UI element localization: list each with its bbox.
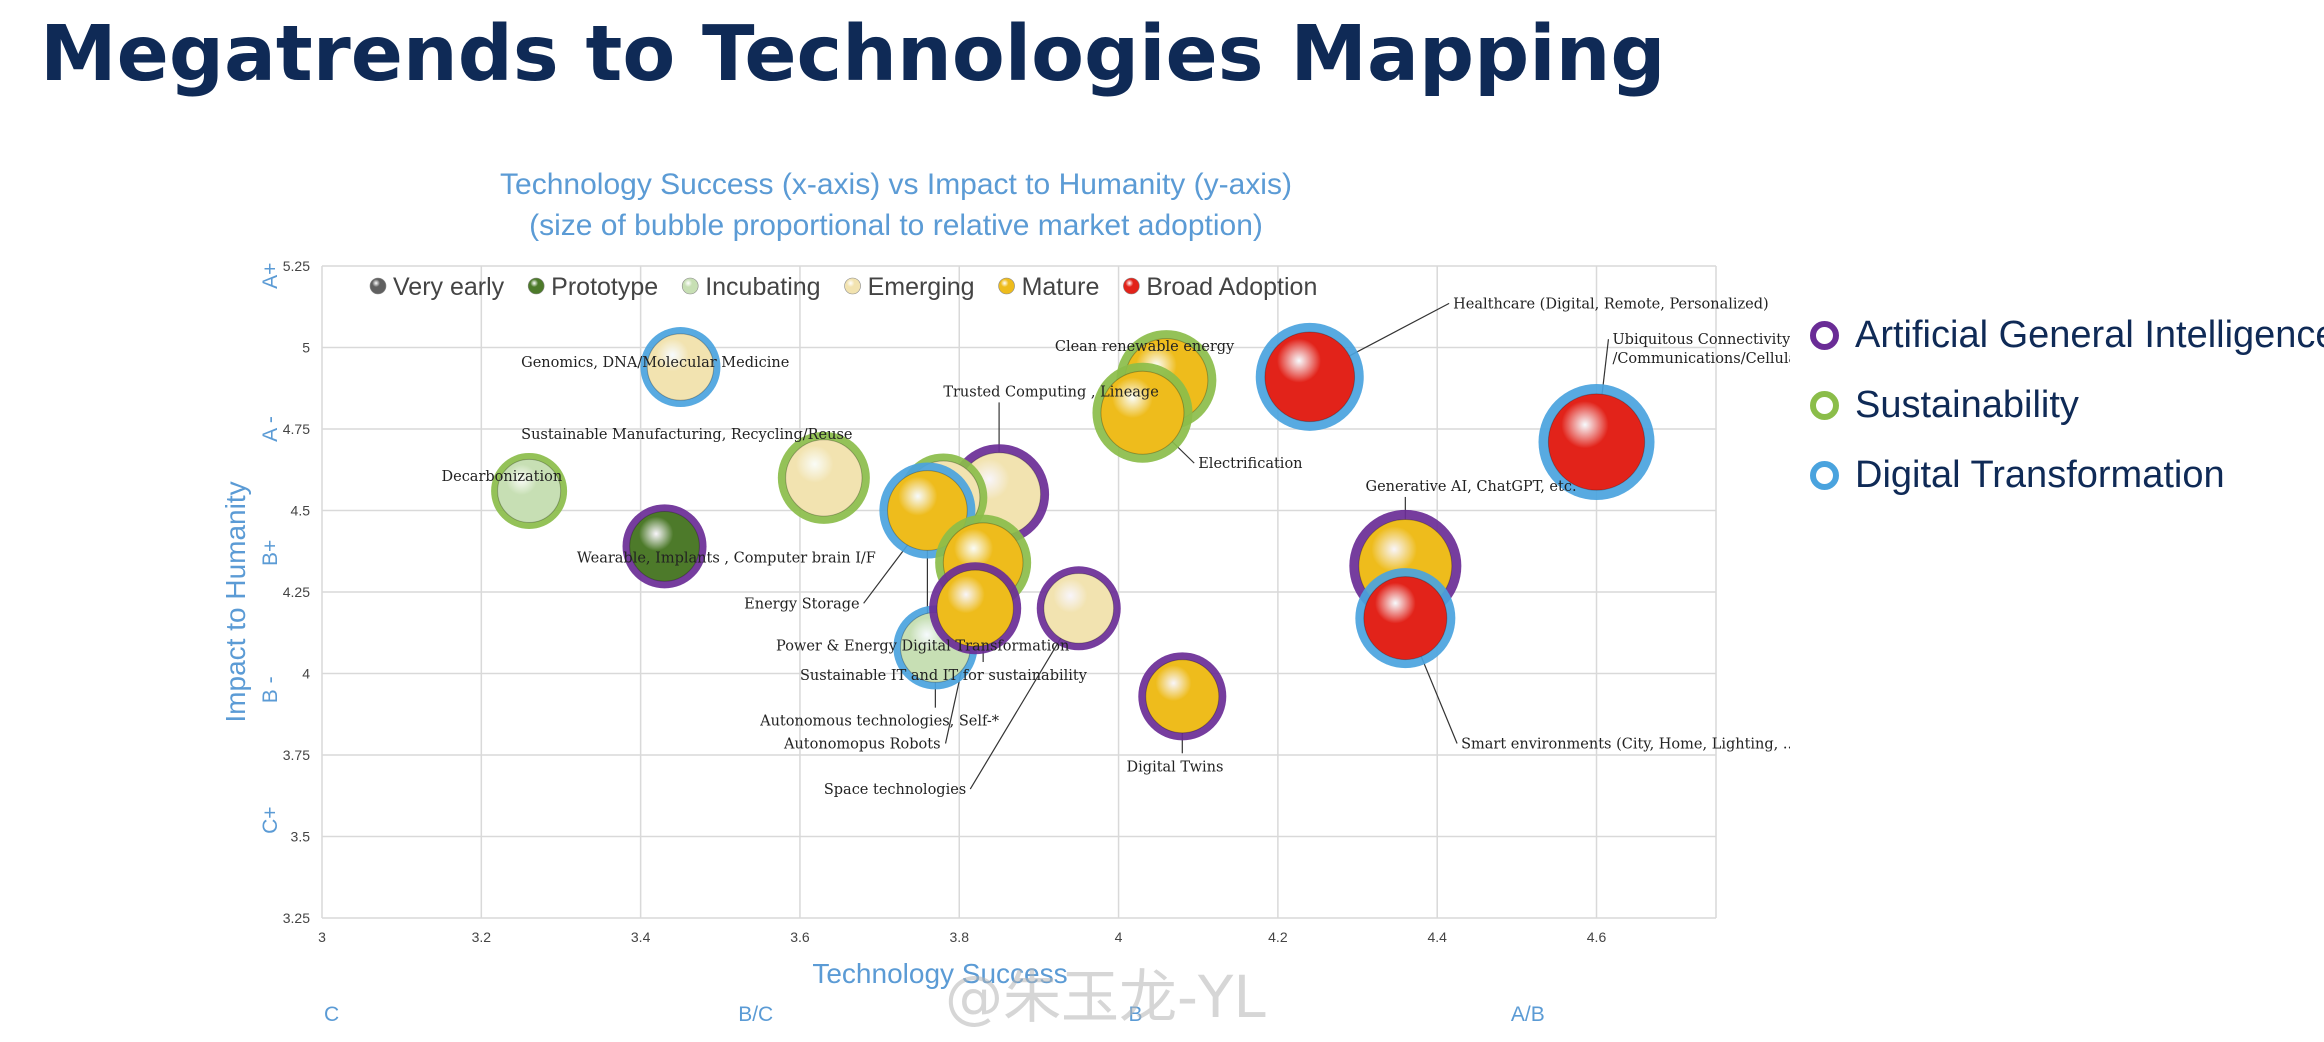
bubble xyxy=(646,333,715,401)
x-tick-label: 4 xyxy=(1115,929,1123,945)
y-grade-label: A+ xyxy=(259,263,282,289)
legend-dot-prototype xyxy=(527,277,545,295)
x-axis-label: Technology Success xyxy=(812,958,1067,989)
page-title: Megatrends to Technologies Mapping xyxy=(40,10,1666,99)
megatrend-legend-label: Digital Transformation xyxy=(1855,453,2225,496)
bubble xyxy=(1547,393,1646,491)
y-tick-label: 4 xyxy=(302,666,310,682)
x-tick-label: 3.4 xyxy=(631,929,651,945)
bubble-label: Sustainable Manufacturing, Recycling/Reu… xyxy=(521,427,852,443)
y-tick-label: 3.25 xyxy=(283,910,310,926)
megatrend-legend: Artificial General Intelligence Sustaina… xyxy=(1810,300,2324,510)
bubble-label: Smart environments (City, Home, Lighting… xyxy=(1461,736,1790,752)
chart-subtitle: (size of bubble proportional to relative… xyxy=(529,209,1263,242)
y-tick-label: 4.5 xyxy=(291,503,311,519)
y-tick-label: 5 xyxy=(302,340,310,356)
x-grade-label: C xyxy=(324,1003,339,1026)
bubbles xyxy=(491,322,1655,741)
bubble xyxy=(887,470,968,551)
axes: 3.25 3.5 3.75 4 4.25 4.5 4.75 5 5.25 3 3.2 3.4 3.6 3.… xyxy=(220,258,1606,1026)
ring-icon xyxy=(1810,390,1839,420)
bubble-label: Trusted Computing , Lineage xyxy=(943,384,1158,400)
legend-label-incubating: Incubating xyxy=(705,273,820,301)
legend-dot-broad xyxy=(1123,277,1140,295)
bubble-labels: Genomics, DNA/Molecular Medicine Sustaina… xyxy=(441,296,1790,798)
legend-label-broad: Broad Adoption xyxy=(1146,273,1317,301)
y-grade-label: C+ xyxy=(259,806,282,833)
y-grade-label: B+ xyxy=(259,540,282,566)
bubble-label: Sustainable IT and IT for sustainability xyxy=(800,668,1088,684)
bubble-label: Generative AI, ChatGPT, etc. xyxy=(1366,479,1577,495)
bubble-label: Energy Storage xyxy=(744,596,859,612)
bubble-label: Digital Twins xyxy=(1127,759,1224,775)
x-tick-label: 4.6 xyxy=(1587,929,1607,945)
bubble xyxy=(936,569,1014,647)
x-grade-label: A/B xyxy=(1511,1003,1545,1026)
megatrend-legend-item-agi: Artificial General Intelligence xyxy=(1810,300,2324,370)
megatrend-legend-item-sustainability: Sustainability xyxy=(1810,370,2324,440)
watermark: @朱玉龙-YL xyxy=(945,963,1266,1031)
y-grade-label: A - xyxy=(259,416,282,442)
megatrend-legend-label: Artificial General Intelligence xyxy=(1855,313,2324,356)
bubble-label: Ubiquitous Connectivity/Communications/C… xyxy=(1612,332,1790,367)
bubble-label: Autonomous technologies, Self-* xyxy=(759,714,1000,730)
megatrend-legend-label: Sustainability xyxy=(1855,383,2079,426)
megatrend-legend-item-digital: Digital Transformation xyxy=(1810,440,2324,510)
x-tick-label: 4.4 xyxy=(1427,929,1447,945)
bubble-label: Clean renewable energy xyxy=(1055,339,1235,355)
bubble-label: Power & Energy Digital Transformation xyxy=(776,639,1069,655)
bubble xyxy=(785,439,863,517)
y-tick-label: 5.25 xyxy=(283,258,310,274)
x-tick-label: 3 xyxy=(318,929,326,945)
bubble xyxy=(1363,576,1448,661)
x-grade-label: B xyxy=(1129,1003,1143,1026)
legend-dot-mature xyxy=(998,277,1015,295)
maturity-legend: Very early Prototype Incubating Emerging Mat… xyxy=(369,273,1317,301)
legend-label-mature: Mature xyxy=(1022,273,1100,301)
bubble-label: Wearable, Implants , Computer brain I/F xyxy=(577,551,876,567)
y-axis-label: Impact to Humanity xyxy=(220,481,251,722)
legend-dot-emerging xyxy=(844,277,861,295)
bubble-label: Decarbonization xyxy=(441,469,562,485)
ring-icon xyxy=(1810,320,1839,350)
bubble xyxy=(629,511,700,582)
legend-label-very_early: Very early xyxy=(393,273,505,301)
legend-dot-very_early xyxy=(369,277,387,295)
bubble xyxy=(1145,659,1220,734)
x-tick-label: 3.2 xyxy=(472,929,492,945)
bubble xyxy=(1043,572,1115,644)
legend-label-emerging: Emerging xyxy=(868,273,975,301)
x-tick-label: 3.8 xyxy=(950,929,970,945)
y-tick-label: 4.25 xyxy=(283,584,310,600)
bubble-label: Space technologies xyxy=(824,782,966,798)
y-grade-label: B - xyxy=(259,676,282,703)
y-tick-label: 3.75 xyxy=(283,747,310,763)
bubble xyxy=(497,458,562,523)
x-grade-label: B/C xyxy=(738,1003,773,1026)
bubble xyxy=(1100,370,1185,455)
bubble-label: Healthcare (Digital, Remote, Personalize… xyxy=(1453,296,1769,312)
legend-label-prototype: Prototype xyxy=(551,273,658,301)
bubble-label: Autonomopus Robots xyxy=(783,736,941,752)
legend-dot-incubating xyxy=(681,277,699,295)
ring-icon xyxy=(1810,460,1839,490)
bubble-label: Electrification xyxy=(1198,456,1302,472)
chart-title: Technology Success (x-axis) vs Impact to… xyxy=(500,168,1292,201)
bubble-chart: Technology Success (x-axis) vs Impact to… xyxy=(220,168,1790,1026)
x-tick-label: 3.6 xyxy=(790,929,810,945)
grid xyxy=(321,265,1717,919)
y-tick-label: 3.5 xyxy=(291,829,311,845)
x-tick-label: 4.2 xyxy=(1268,929,1288,945)
y-tick-label: 4.75 xyxy=(283,421,310,437)
bubble-label: Genomics, DNA/Molecular Medicine xyxy=(521,355,789,371)
bubble xyxy=(1264,331,1356,423)
